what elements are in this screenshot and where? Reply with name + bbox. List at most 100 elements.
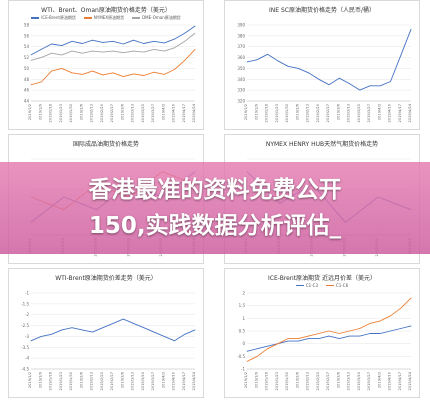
x-tick-label: 2019/4/24 xyxy=(408,103,412,122)
y-tick-label: -4 xyxy=(25,356,29,361)
x-tick-label: 2019/1/2 xyxy=(28,372,32,388)
data-point xyxy=(143,327,145,329)
y-tick-label: 0 xyxy=(242,341,245,346)
legend-swatch xyxy=(31,17,40,19)
data-point xyxy=(163,336,165,337)
data-point xyxy=(328,84,330,86)
chart-title: 国际成品油期货价格走势 xyxy=(72,141,139,148)
legend-swatch xyxy=(326,284,334,287)
data-point xyxy=(61,45,63,47)
chart-panel-wti-brent-spread: WTI-Brent原油期货价差走势（美元） -4.5 -4 -3.5 -3 -2.5 -2… xyxy=(8,268,204,398)
x-tick-label: 2019/2/6 xyxy=(295,103,299,120)
data-point xyxy=(400,55,402,56)
data-point xyxy=(51,52,52,54)
data-point xyxy=(92,70,93,72)
data-point xyxy=(256,355,258,357)
y-tick-label: 350 xyxy=(237,66,245,71)
chart-legend: ICE-Brent原油期货 NYMEX原油期货 DME-Oman原油期货 xyxy=(9,15,203,21)
x-tick-label: 2019/3/13 xyxy=(131,372,135,390)
x-tick-label: 2019/3/20 xyxy=(141,103,145,122)
line-chart: -1 -0.5 0 0.5 1 1.5 2 2019/1/2 2019/1/9 2019/1/16… xyxy=(237,291,412,391)
data-point xyxy=(410,325,412,327)
data-point xyxy=(308,72,309,74)
x-tick-label: 2019/1/2 xyxy=(28,104,32,120)
x-tick-label: 2019/1/16 xyxy=(49,103,53,122)
x-tick-label: 2019/3/6 xyxy=(336,103,340,120)
y-tick-label: 50 xyxy=(24,66,30,71)
y-tick-label: 2 xyxy=(242,291,245,296)
x-tick-label: 2019/2/6 xyxy=(295,371,299,388)
data-point xyxy=(122,52,124,54)
x-tick-label: 2019/1/9 xyxy=(38,371,42,388)
data-point xyxy=(400,328,402,329)
x-tick-label: 2019/2/27 xyxy=(326,372,330,390)
data-point xyxy=(174,340,175,342)
x-tick-label: 2019/2/20 xyxy=(316,371,320,390)
data-point xyxy=(256,348,258,350)
y-tick-label: 360 xyxy=(237,55,245,60)
y-tick-label: -3.5 xyxy=(21,345,29,350)
data-point xyxy=(112,72,114,74)
legend-item: ICE-Brent原油期货 xyxy=(31,15,76,21)
x-tick-label: 2019/2/27 xyxy=(326,104,330,122)
data-point xyxy=(318,78,320,80)
data-point xyxy=(194,32,196,34)
data-point xyxy=(102,74,104,76)
line-chart: -4.5 -4 -3.5 -3 -2.5 -2 -1.5 -1 2019/1/2 2019/1/9… xyxy=(21,291,196,391)
x-tick-label: 2019/4/10 xyxy=(388,371,392,390)
data-point xyxy=(92,39,93,41)
chart-panel-brent-calendar-spread: ICE-Brent原油期货 近远月价差（美元） C1-C3 C1-C6 -1 -0.… xyxy=(224,268,420,398)
data-point xyxy=(318,333,320,334)
x-tick-label: 2019/2/27 xyxy=(110,372,114,390)
data-point xyxy=(359,328,361,329)
x-tick-label: 2019/1/2 xyxy=(244,372,248,388)
y-tick-label: -4.5 xyxy=(21,367,29,372)
data-point xyxy=(410,297,412,299)
x-tick-label: 2019/4/10 xyxy=(172,371,176,390)
y-tick-label: 1 xyxy=(242,316,245,321)
data-point xyxy=(122,76,124,77)
data-point xyxy=(30,340,32,342)
data-point xyxy=(81,74,83,75)
x-tick-label: 2019/1/16 xyxy=(49,371,53,390)
data-point xyxy=(369,85,371,87)
data-point xyxy=(359,335,361,337)
data-point xyxy=(297,338,299,339)
x-tick-label: 2019/2/20 xyxy=(100,371,104,390)
x-tick-label: 2019/3/20 xyxy=(357,103,361,122)
data-point xyxy=(112,50,114,52)
data-point xyxy=(71,40,73,42)
data-point xyxy=(349,335,350,337)
y-tick-label: 390 xyxy=(237,23,245,28)
x-tick-label: 2019/4/3 xyxy=(161,372,165,388)
data-point xyxy=(338,77,340,79)
x-tick-label: 2019/4/3 xyxy=(377,372,381,388)
x-tick-label: 2019/2/27 xyxy=(110,104,114,122)
data-point xyxy=(184,333,186,335)
y-tick-label: 320 xyxy=(237,99,245,104)
data-point xyxy=(277,60,279,62)
y-tick-label: 370 xyxy=(237,44,245,49)
series-line-1 xyxy=(30,318,196,342)
legend-item: C1-C6 xyxy=(326,283,348,288)
y-tick-label: 340 xyxy=(237,77,245,82)
legend-label: NYMEX原油期货 xyxy=(93,15,125,20)
data-point xyxy=(122,43,124,45)
x-tick-label: 2019/4/10 xyxy=(388,103,392,122)
x-tick-label: 2019/3/27 xyxy=(367,372,371,390)
data-point xyxy=(40,336,42,337)
data-point xyxy=(410,28,412,30)
data-point xyxy=(267,348,268,350)
data-point xyxy=(287,340,289,342)
data-point xyxy=(174,38,175,40)
y-tick-label: 46 xyxy=(24,88,30,93)
data-point xyxy=(194,329,196,331)
data-point xyxy=(338,333,340,334)
legend-item: C1-C3 xyxy=(295,283,318,288)
x-tick-label: 2019/1/23 xyxy=(275,104,279,122)
x-tick-label: 2019/4/24 xyxy=(408,371,412,390)
y-tick-label: -0.5 xyxy=(237,354,245,359)
y-tick-label: 44 xyxy=(24,99,30,104)
data-point xyxy=(71,72,73,74)
data-point xyxy=(51,333,52,335)
